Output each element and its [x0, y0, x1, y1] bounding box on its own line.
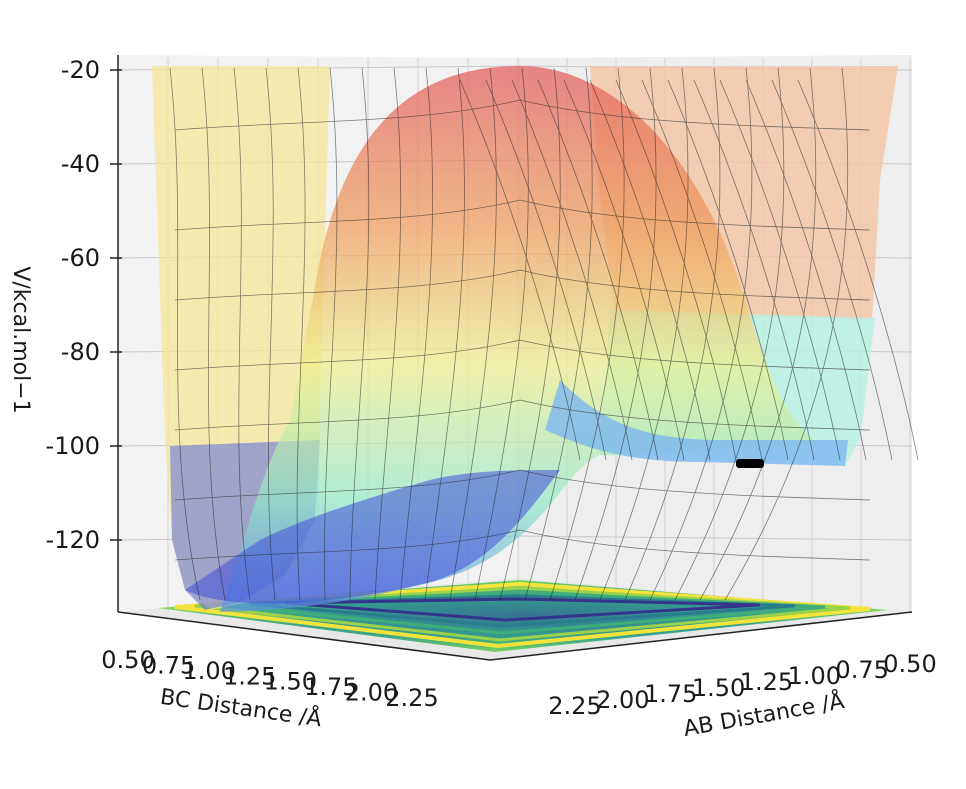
bc-tick-label: 1.25 — [223, 662, 276, 690]
potential-surface — [152, 66, 919, 612]
ab-axis-ticks: 2.252.001.751.501.251.000.750.50 — [548, 650, 936, 720]
ab-tick-label: 1.75 — [644, 680, 697, 708]
z-tick-label: -40 — [61, 150, 100, 178]
ab-tick-label: 1.50 — [692, 674, 745, 702]
bc-tick-label: 2.00 — [345, 679, 398, 707]
z-tick-label: -80 — [61, 338, 100, 366]
trajectory-marker — [736, 459, 764, 468]
ab-tick-label: 1.25 — [740, 668, 793, 696]
ab-tick-label: 0.75 — [835, 656, 888, 684]
bc-axis-ticks: 0.500.751.001.251.501.752.002.25 — [101, 646, 438, 712]
bc-tick-label: 2.25 — [385, 684, 438, 712]
axis-lines — [117, 55, 913, 661]
ab-tick-label: 1.00 — [788, 662, 841, 690]
z-axis-title: V/kcal.mol−1 — [8, 266, 33, 413]
bc-tick-label: 0.75 — [142, 651, 195, 679]
bc-tick-label: 1.50 — [264, 668, 317, 696]
ab-tick-label: 0.50 — [883, 650, 936, 678]
surface-ridge — [220, 66, 820, 612]
surface-product-valley — [545, 380, 848, 466]
z-tick-label: -100 — [46, 432, 100, 460]
z-tick-label: -120 — [46, 526, 100, 554]
bc-tick-label: 0.50 — [101, 646, 154, 674]
z-axis-ticks: -20 -40 -60 -80 -100 -120 — [46, 56, 122, 554]
ab-tick-label: 2.25 — [548, 692, 601, 720]
ab-tick-label: 2.00 — [596, 686, 649, 714]
bc-tick-label: 1.75 — [304, 673, 357, 701]
bc-tick-label: 1.00 — [182, 657, 235, 685]
z-tick-label: -20 — [61, 56, 100, 84]
z-tick-label: -60 — [61, 244, 100, 272]
